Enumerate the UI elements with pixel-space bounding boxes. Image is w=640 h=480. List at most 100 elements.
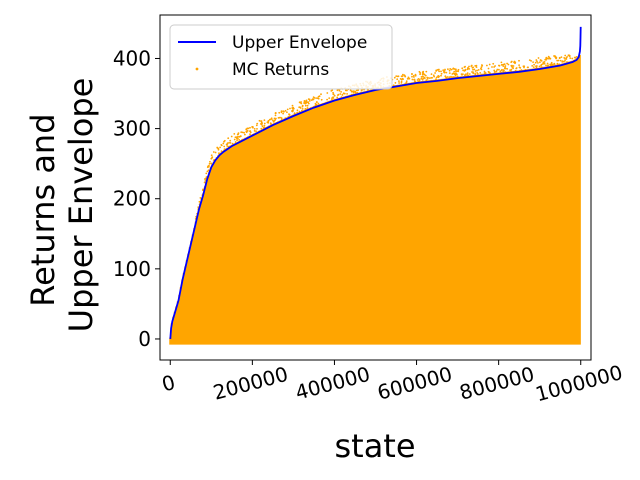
mc-return-point	[271, 119, 274, 121]
mc-return-point	[401, 75, 404, 77]
mc-return-point	[241, 131, 244, 134]
mc-return-point	[236, 139, 239, 142]
mc-return-point	[545, 64, 547, 67]
mc-return-point	[418, 78, 421, 81]
mc-return-point	[466, 68, 469, 71]
mc-return-point	[291, 104, 294, 107]
mc-return-point	[256, 122, 259, 125]
mc-return-point	[405, 81, 408, 84]
mc-return-point	[249, 126, 251, 129]
mc-return-point	[299, 107, 302, 109]
mc-return-point	[320, 98, 323, 101]
mc-return-point	[433, 75, 435, 78]
mc-return-point	[392, 84, 395, 87]
mc-return-point	[344, 89, 347, 92]
mc-return-point	[472, 71, 474, 73]
y-tick-label: 300	[113, 117, 151, 141]
x-tick-label: 1000000	[533, 360, 625, 406]
mc-return-point	[247, 127, 250, 130]
mc-return-point	[253, 127, 256, 130]
mc-return-point	[531, 65, 534, 67]
mc-return-point	[223, 148, 226, 151]
mc-return-point	[216, 146, 219, 149]
mc-return-point	[400, 82, 403, 84]
mc-return-point	[503, 63, 506, 66]
mc-return-point	[435, 78, 437, 80]
mc-return-point	[533, 63, 535, 66]
mc-return-point	[263, 119, 266, 121]
mc-return-point	[428, 77, 431, 79]
mc-return-point	[421, 73, 424, 76]
mc-return-point	[450, 75, 452, 78]
y-tick-label: 400	[113, 46, 151, 70]
mc-return-point	[494, 65, 496, 67]
mc-return-point	[510, 68, 513, 71]
mc-return-point	[339, 93, 342, 95]
mc-return-point	[237, 135, 239, 138]
mc-return-point	[239, 135, 242, 138]
mc-return-point	[455, 72, 457, 74]
mc-return-point	[212, 159, 215, 162]
x-tick-label: 200000	[211, 362, 291, 405]
mc-return-point	[470, 65, 473, 67]
mc-return-point	[357, 89, 359, 92]
mc-return-point	[560, 56, 563, 58]
y-axis-label-line-2: Upper Envelope	[62, 78, 100, 333]
mc-return-point	[238, 135, 241, 138]
mc-return-point	[457, 70, 460, 73]
mc-return-point	[282, 110, 285, 113]
mc-return-point	[314, 104, 317, 107]
mc-return-point	[288, 113, 290, 115]
mc-return-point	[418, 79, 421, 82]
mc-return-point	[405, 80, 408, 83]
mc-return-point	[243, 131, 246, 134]
mc-return-point	[549, 63, 552, 66]
mc-return-point	[246, 130, 249, 132]
mc-return-point	[473, 68, 476, 71]
mc-return-point	[493, 71, 496, 73]
mc-return-point	[476, 69, 478, 72]
legend-entry-upper-envelope: Upper Envelope	[232, 33, 367, 53]
plot-frame	[159, 14, 592, 361]
mc-return-point	[263, 124, 266, 127]
mc-return-point	[502, 65, 505, 67]
mc-return-point	[569, 57, 572, 59]
mc-return-point	[511, 64, 513, 67]
mc-return-point	[509, 69, 511, 71]
mc-return-point	[305, 100, 308, 103]
y-tick-label: 0	[138, 327, 151, 351]
mc-return-point	[477, 69, 480, 71]
mc-return-point	[528, 59, 531, 61]
mc-return-point	[301, 105, 304, 108]
mc-return-point	[249, 133, 251, 136]
mc-return-point	[316, 101, 318, 103]
mc-return-point	[278, 111, 281, 114]
mc-return-point	[211, 156, 214, 159]
mc-return-point	[210, 162, 213, 165]
mc-return-point	[498, 68, 500, 71]
mc-return-point	[430, 77, 433, 79]
mc-return-point	[394, 82, 397, 84]
mc-return-point	[542, 63, 544, 65]
mc-return-point	[349, 89, 352, 92]
mc-return-point	[212, 151, 215, 153]
mc-return-point	[245, 131, 248, 134]
mc-return-point	[205, 172, 208, 175]
legend-entry-mc-returns: MC Returns	[232, 60, 329, 80]
mc-return-point	[500, 61, 503, 64]
mc-return-point	[474, 72, 476, 75]
mc-return-point	[402, 78, 404, 80]
mc-return-point	[411, 78, 414, 81]
mc-return-point	[564, 54, 567, 57]
mc-return-point	[233, 138, 236, 141]
mc-return-point	[277, 117, 280, 119]
y-tick-label: 100	[113, 257, 151, 281]
mc-return-point	[537, 57, 540, 59]
y-axis-label-line-1: Returns and	[24, 113, 62, 306]
mc-return-point	[466, 72, 469, 75]
mc-return-point	[354, 91, 357, 94]
mc-return-point	[491, 66, 493, 68]
mc-return-point	[437, 75, 439, 78]
upper-envelope-line	[169, 26, 582, 340]
